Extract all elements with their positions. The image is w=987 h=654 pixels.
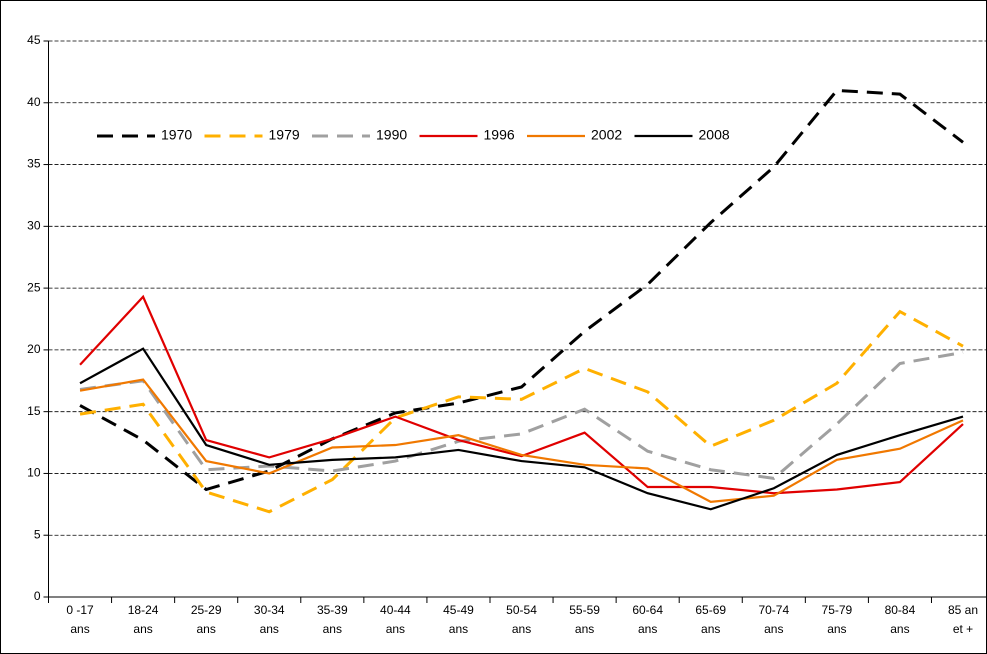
legend-label: 1996 xyxy=(484,127,515,143)
x-tick-label: 80-84 ans xyxy=(885,603,916,636)
legend-label: 1990 xyxy=(376,127,407,143)
legend-label: 2008 xyxy=(699,127,730,143)
x-tick-label: 35-39 ans xyxy=(317,603,348,636)
legend-label: 2002 xyxy=(591,127,622,143)
x-tick-label: 18-24 ans xyxy=(128,603,159,636)
x-tick-label: 65-69 ans xyxy=(695,603,726,636)
series-line xyxy=(79,294,964,495)
y-tick-label: 35 xyxy=(27,157,41,171)
series-line xyxy=(79,88,964,492)
y-tick-label: 20 xyxy=(27,342,41,356)
x-tick-label: 0 -17 ans xyxy=(66,603,94,636)
legend-label: 1970 xyxy=(161,127,192,143)
x-tick-label: 60-64 ans xyxy=(632,603,663,636)
x-tick-label: 45-49 ans xyxy=(443,603,474,636)
y-tick-label: 15 xyxy=(27,404,41,418)
x-tick-label: 55-59 ans xyxy=(569,603,600,636)
x-tick-label: 70-74 ans xyxy=(758,603,789,636)
y-tick-label: 0 xyxy=(34,589,41,603)
series-line xyxy=(79,347,964,511)
series-line xyxy=(79,378,964,503)
x-tick-label: 30-34 ans xyxy=(254,603,285,636)
y-tick-label: 25 xyxy=(27,280,41,294)
y-tick-label: 10 xyxy=(27,466,41,480)
x-tick-label: 25-29 ans xyxy=(191,603,222,636)
x-tick-label: 40-44 ans xyxy=(380,603,411,636)
y-tick-label: 5 xyxy=(34,527,41,541)
x-tick-label: 85 an et + xyxy=(948,603,978,636)
x-tick-label: 50-54 ans xyxy=(506,603,537,636)
y-tick-label: 30 xyxy=(27,219,41,233)
x-tick-label: 75-79 ans xyxy=(822,603,853,636)
y-tick-label: 40 xyxy=(27,95,41,109)
y-tick-label: 45 xyxy=(27,33,41,47)
series-line xyxy=(79,309,964,514)
legend-label: 1979 xyxy=(269,127,300,143)
